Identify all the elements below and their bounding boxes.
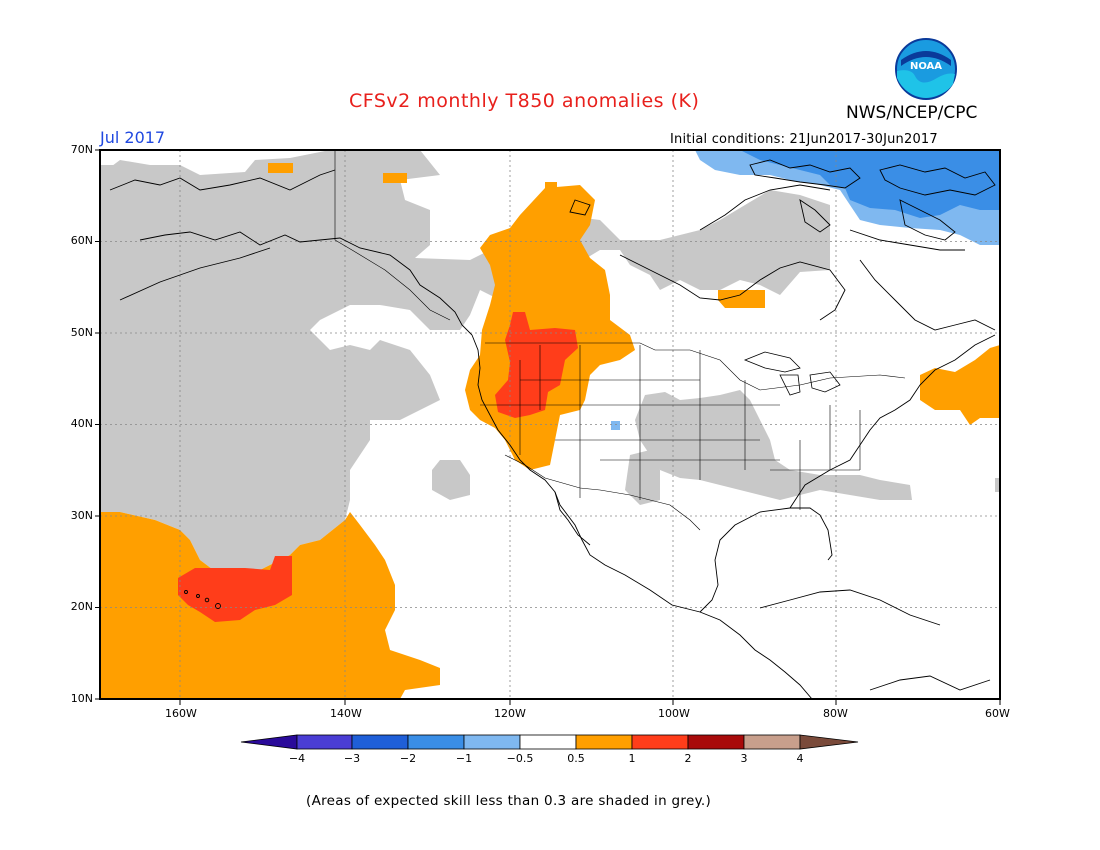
low-skill-shading — [100, 150, 1000, 575]
colorbar-tick-label: −1 — [455, 752, 473, 765]
anomaly-negative — [611, 150, 1000, 430]
lon-label: 80W — [823, 707, 848, 720]
colorbar-tick-label: 4 — [796, 752, 804, 765]
initial-conditions: Initial conditions: 21Jun2017-30Jun2017 — [670, 132, 938, 147]
lon-label: 120W — [494, 707, 526, 720]
agency-label: NWS/NCEP/CPC — [846, 103, 978, 123]
colorbar-tick-label: −2 — [399, 752, 417, 765]
colorbar-bin — [519, 734, 577, 750]
axis-ticks — [95, 149, 1001, 705]
lon-label: 160W — [165, 707, 197, 720]
colorbar-tick-label: −4 — [288, 752, 306, 765]
colorbar-tick-label: 1 — [628, 752, 636, 765]
colorbar-bin — [351, 734, 409, 750]
lat-label: 70N — [70, 143, 93, 156]
colorbar-tick-label: 0.5 — [567, 752, 585, 765]
colorbar — [240, 734, 859, 750]
noaa-logo-text: NOAA — [910, 61, 942, 72]
lat-label: 10N — [70, 692, 93, 705]
colorbar-bin — [631, 734, 689, 750]
anomaly-positive-1 — [178, 312, 578, 622]
colorbar-tick-label: −0.5 — [506, 752, 534, 765]
colorbar-upper-triangle — [799, 734, 859, 750]
borders — [334, 150, 906, 531]
colorbar-bin — [743, 734, 801, 750]
colorbar-bin — [463, 734, 521, 750]
lon-label: 140W — [330, 707, 362, 720]
colorbar-bin — [575, 734, 633, 750]
colorbar-tick-label: 2 — [684, 752, 692, 765]
lat-label: 30N — [70, 509, 93, 522]
lat-label: 50N — [70, 326, 93, 339]
colorbar-bin — [687, 734, 745, 750]
graticule — [100, 150, 1000, 699]
noaa-logo: NOAA — [895, 38, 957, 100]
skill-footnote: (Areas of expected skill less than 0.3 a… — [306, 793, 712, 809]
colorbar-lower-triangle — [240, 734, 298, 750]
valid-month: Jul 2017 — [100, 128, 166, 147]
colorbar-bin — [296, 734, 353, 750]
colorbar-bin — [407, 734, 465, 750]
lat-label: 40N — [70, 417, 93, 430]
coastlines — [109, 169, 996, 699]
arctic-islands — [749, 159, 996, 241]
lon-label: 100W — [658, 707, 690, 720]
lat-label: 20N — [70, 600, 93, 613]
chart-title: CFSv2 monthly T850 anomalies (K) — [349, 90, 700, 112]
great-lakes — [743, 351, 841, 396]
lon-label: 60W — [985, 707, 1010, 720]
colorbar-tick-label: 3 — [740, 752, 748, 765]
colorbar-tick-label: −3 — [343, 752, 361, 765]
lat-label: 60N — [70, 234, 93, 247]
